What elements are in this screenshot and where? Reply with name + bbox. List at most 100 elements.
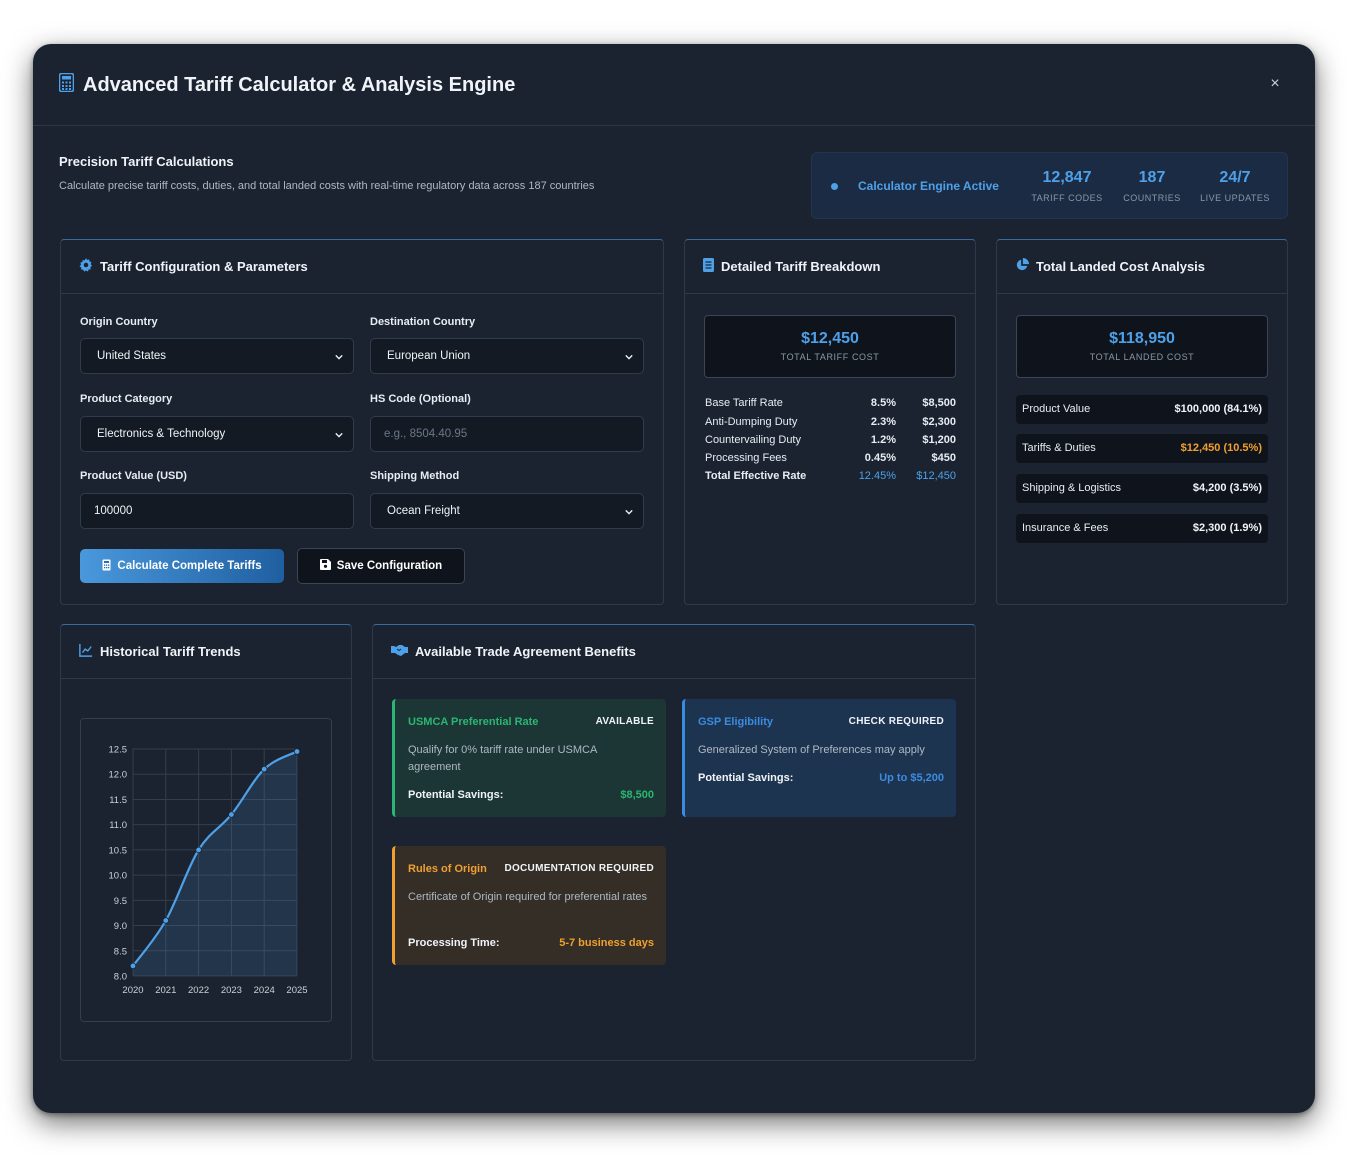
breakdown-row: Processing Fees 0.45% $450 [705,452,956,466]
x-tick-label: 2025 [286,985,307,996]
origin-country-label: Origin Country [80,316,158,328]
save-button-label: Save Configuration [336,560,443,572]
hs-code-input[interactable]: e.g., 8504.40.95 [370,416,644,452]
y-tick-label: 12.5 [109,745,128,756]
landed-cost-row: Tariffs & Duties $12,450 (10.5%) [1016,434,1268,463]
status-dot-icon [831,183,838,190]
benefit-status-badge: DOCUMENTATION REQUIRED [504,863,654,874]
origin-country-select[interactable]: United States [80,338,354,374]
benefit-status-badge: AVAILABLE [595,716,654,727]
benefit-key: Processing Time: [408,937,500,949]
handshake-icon [391,644,408,659]
total-tariff-box: $12,450 TOTAL TARIFF COST [704,315,956,378]
rules-of-origin-card[interactable]: Rules of Origin DOCUMENTATION REQUIRED C… [392,846,666,965]
modal-header: Advanced Tariff Calculator & Analysis En… [33,44,1315,126]
y-tick-label: 9.5 [114,896,127,907]
tariff-breakdown-panel: Detailed Tariff Breakdown $12,450 TOTAL … [684,239,976,605]
landed-cost-row: Insurance & Fees $2,300 (1.9%) [1016,514,1268,543]
breakdown-rate: 0.45% [864,452,896,464]
landed-cost-value: $100,000 (84.1%) [1174,403,1262,415]
panel-title: Historical Tariff Trends [100,644,241,659]
status-label: Calculator Engine Active [858,179,999,193]
landed-cost-name: Shipping & Logistics [1022,482,1122,494]
benefit-description: Certificate of Origin required for prefe… [408,891,648,903]
y-tick-label: 8.5 [114,946,127,957]
close-button[interactable]: × [1270,75,1280,92]
product-value-input[interactable]: 100000 [80,493,354,529]
landed-cost-name: Tariffs & Duties [1022,442,1096,454]
total-tariff-value: $12,450 [801,330,859,347]
stat-countries: 187 COUNTRIES [1117,169,1187,203]
calculate-tariffs-button[interactable]: Calculate Complete Tariffs [80,549,284,583]
y-tick-label: 11.5 [109,795,127,806]
landed-cost-value: $12,450 (10.5%) [1180,442,1262,454]
chevron-down-icon [625,354,633,360]
benefit-value: $8,500 [620,789,654,801]
historical-trends-panel: Historical Tariff Trends 12.5 12.0 11.5 11.… [60,624,352,1061]
line-chart-icon [79,643,93,660]
benefit-title: GSP Eligibility [698,716,773,728]
breakdown-amount: $2,300 [922,416,956,428]
calculator-icon [58,72,75,98]
breakdown-row: Base Tariff Rate 8.5% $8,500 [705,397,956,411]
stat-live-updates: 24/7 LIVE UPDATES [1195,169,1275,203]
benefit-key: Potential Savings: [698,772,794,784]
breakdown-rate: 8.5% [870,397,896,409]
breakdown-row: Countervailing Duty 1.2% $1,200 [705,434,956,448]
stat-label: LIVE UPDATES [1200,193,1270,203]
gsp-benefit-card[interactable]: GSP Eligibility CHECK REQUIRED Generaliz… [682,699,956,817]
trade-agreements-panel: Available Trade Agreement Benefits USMCA… [372,624,976,1061]
chevron-down-icon [625,509,633,515]
stat-label: TARIFF CODES [1031,193,1103,203]
landed-cost-value: $4,200 (3.5%) [1192,482,1262,494]
data-point [195,846,202,854]
tariff-trend-chart: 12.5 12.0 11.5 11.0 10.5 10.0 9.5 9.0 8.5 8.0 2020… [80,718,332,1022]
x-tick-label: 2022 [188,985,209,996]
document-icon [703,258,714,275]
breakdown-rate: 2.3% [870,416,896,428]
destination-country-select[interactable]: European Union [370,338,644,374]
destination-country-value: European Union [387,350,471,362]
breakdown-rate: 12.45% [858,470,896,482]
data-point [293,748,301,755]
breakdown-name: Total Effective Rate [705,470,807,482]
intro-description: Calculate precise tariff costs, duties, … [59,180,595,192]
y-tick-label: 11.0 [109,820,127,831]
x-tick-label: 2024 [254,985,275,996]
data-point [228,811,235,818]
panel-header: Total Landed Cost Analysis [997,240,1287,294]
benefit-status-badge: CHECK REQUIRED [848,716,944,727]
calculate-button-label: Calculate Complete Tariffs [117,560,262,572]
breakdown-row: Anti-Dumping Duty 2.3% $2,300 [705,416,956,430]
panel-title: Available Trade Agreement Benefits [415,644,636,659]
landed-cost-row: Shipping & Logistics $4,200 (3.5%) [1016,474,1268,503]
y-tick-label: 10.0 [109,871,128,882]
modal-title-text: Advanced Tariff Calculator & Analysis En… [83,74,516,96]
stat-label: COUNTRIES [1123,193,1181,203]
shipping-method-value: Ocean Freight [387,505,460,517]
origin-country-value: United States [97,350,167,362]
landed-cost-name: Insurance & Fees [1022,522,1109,534]
product-value-label: Product Value (USD) [80,470,187,482]
panel-title: Tariff Configuration & Parameters [100,259,308,274]
usmca-benefit-card[interactable]: USMCA Preferential Rate AVAILABLE Qualif… [392,699,666,817]
chevron-down-icon [335,354,343,360]
destination-country-label: Destination Country [370,316,476,328]
intro-title: Precision Tariff Calculations [59,154,234,169]
product-category-select[interactable]: Electronics & Technology [80,416,354,452]
panel-header: Available Trade Agreement Benefits [373,625,975,679]
breakdown-amount: $1,200 [922,434,956,446]
total-landed-label: TOTAL LANDED COST [1089,352,1195,362]
stat-value: 187 [1138,169,1166,186]
landed-cost-name: Product Value [1022,403,1091,415]
stat-tariff-codes: 12,847 TARIFF CODES [1023,169,1111,203]
total-landed-cost-box: $118,950 TOTAL LANDED COST [1016,315,1268,378]
landed-cost-panel: Total Landed Cost Analysis $118,950 TOTA… [996,239,1288,605]
shipping-method-select[interactable]: Ocean Freight [370,493,644,529]
data-point [260,765,268,773]
tariff-configuration-panel: Tariff Configuration & Parameters Origin… [60,239,664,605]
breakdown-total-row: Total Effective Rate 12.45% $12,450 [705,470,956,484]
stat-value: 24/7 [1219,169,1251,186]
save-configuration-button[interactable]: Save Configuration [297,548,465,584]
panel-header: Historical Tariff Trends [61,625,351,679]
